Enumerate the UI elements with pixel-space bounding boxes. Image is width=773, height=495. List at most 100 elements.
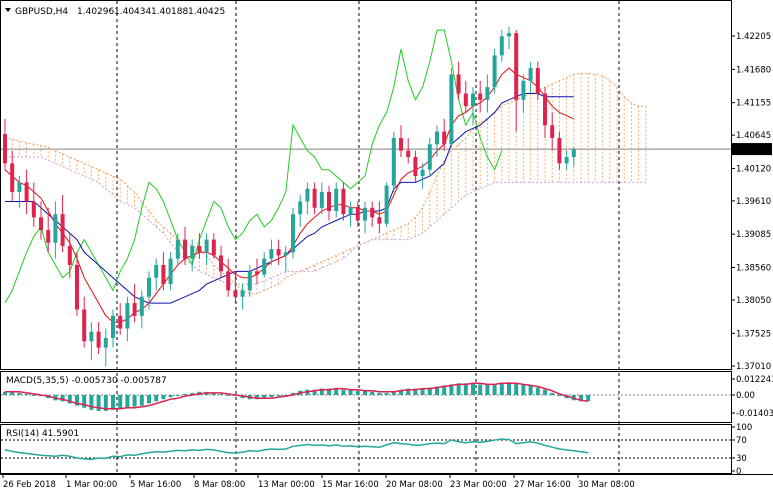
time-tick-label: 20 Mar 08:00 <box>386 480 443 490</box>
macd-bar <box>507 382 511 395</box>
macd-bar <box>132 395 137 407</box>
candle-body <box>60 214 65 246</box>
macd-bar <box>471 383 475 395</box>
macd-bar <box>96 395 101 411</box>
macd-bar <box>355 390 360 395</box>
macd-bar <box>75 395 79 406</box>
current-price-label: 1.40425 <box>735 145 770 155</box>
span-a-line <box>4 72 646 295</box>
candle-body <box>305 188 310 202</box>
rsi-pane[interactable] <box>0 424 732 474</box>
candle-body <box>24 182 29 202</box>
candle-body <box>111 315 115 339</box>
candle-body <box>449 74 454 145</box>
candle-body <box>53 214 58 243</box>
candle-body <box>103 338 108 348</box>
macd-indicator <box>3 382 591 411</box>
span-b-line <box>5 156 646 285</box>
candle-body <box>427 144 432 170</box>
candle-body <box>550 125 555 138</box>
macd-tick-label: 0.012241 <box>736 375 773 385</box>
macd-bar <box>276 395 281 397</box>
candle-body <box>399 137 403 151</box>
macd-pane[interactable] <box>0 371 732 423</box>
macd-bar <box>219 393 223 395</box>
candle-body <box>406 150 411 158</box>
macd-bar <box>399 389 403 395</box>
macd-bar <box>492 384 497 395</box>
kijun-line <box>5 93 574 304</box>
candle-body <box>125 303 130 329</box>
symbol-label: GBPUSD,H4 <box>15 7 68 17</box>
candle-body <box>262 258 267 275</box>
tenkan-line <box>4 67 575 323</box>
time-tick-label: 13 Mar 00:00 <box>258 480 315 490</box>
current-price-badge <box>732 143 772 156</box>
candle-body <box>543 93 547 126</box>
candle-body <box>291 214 295 253</box>
candle-body <box>67 245 72 265</box>
candle-body <box>384 185 389 224</box>
macd-bar <box>514 383 519 395</box>
rsi-tick-label: 0 <box>736 467 741 477</box>
price-tick-label: 1.41155 <box>736 99 771 109</box>
candle-body <box>435 131 439 145</box>
candle-body <box>211 239 216 256</box>
macd-bar <box>499 383 504 395</box>
candle-body <box>348 207 353 215</box>
macd-bar <box>226 395 231 396</box>
candle-body <box>154 264 159 278</box>
macd-signal-line <box>5 382 589 410</box>
candle-body <box>319 191 324 208</box>
candle-body <box>413 157 418 177</box>
candle-body <box>175 239 180 259</box>
candle-body <box>219 255 223 272</box>
candle-body <box>478 93 483 100</box>
macd-bar <box>442 385 447 395</box>
candle-body <box>463 93 468 107</box>
candle-body <box>442 131 447 145</box>
rsi-tick-label: 100 <box>736 423 752 433</box>
macd-bar <box>543 389 547 395</box>
time-tick-label: 23 Mar 00:00 <box>450 480 507 490</box>
macd-bar <box>269 395 274 398</box>
macd-bar <box>528 385 533 395</box>
time-tick-label: 15 Mar 16:00 <box>322 480 379 490</box>
macd-bar <box>420 388 425 395</box>
macd-bar <box>183 393 187 395</box>
macd-bar <box>10 391 15 395</box>
price-pane[interactable] <box>0 0 732 370</box>
candle-body <box>247 271 252 291</box>
chevron-down-icon[interactable] <box>5 8 11 12</box>
candle-body <box>75 264 79 310</box>
open-value: 1.40296 <box>77 7 114 17</box>
price-tick-label: 1.40120 <box>736 164 771 174</box>
price-tick-label: 1.39085 <box>736 230 771 240</box>
macd-bar <box>341 389 346 395</box>
time-tick-label: 8 Mar 08:00 <box>194 480 245 490</box>
candle-body <box>355 207 360 221</box>
macd-bar <box>535 387 540 395</box>
candle-body <box>391 137 396 186</box>
macd-bar <box>168 395 173 398</box>
candle-body <box>10 163 15 192</box>
candle-body <box>96 331 101 348</box>
macd-bar <box>435 386 439 395</box>
macd-bar <box>557 395 562 397</box>
candle-body <box>82 309 87 342</box>
macd-bar <box>348 389 353 395</box>
candle-body <box>226 271 231 291</box>
macd-bar <box>456 383 461 395</box>
macd-bar <box>111 395 115 410</box>
macd-bar <box>67 395 72 404</box>
candle-body <box>197 245 202 253</box>
candle-body <box>204 239 209 253</box>
macd-bar <box>384 392 389 395</box>
candle-body <box>557 137 562 164</box>
macd-bar <box>262 395 267 399</box>
time-tick-label: 27 Mar 16:00 <box>514 480 571 490</box>
candle-body <box>190 245 195 259</box>
macd-bar <box>478 384 483 395</box>
macd-bar <box>413 388 418 395</box>
